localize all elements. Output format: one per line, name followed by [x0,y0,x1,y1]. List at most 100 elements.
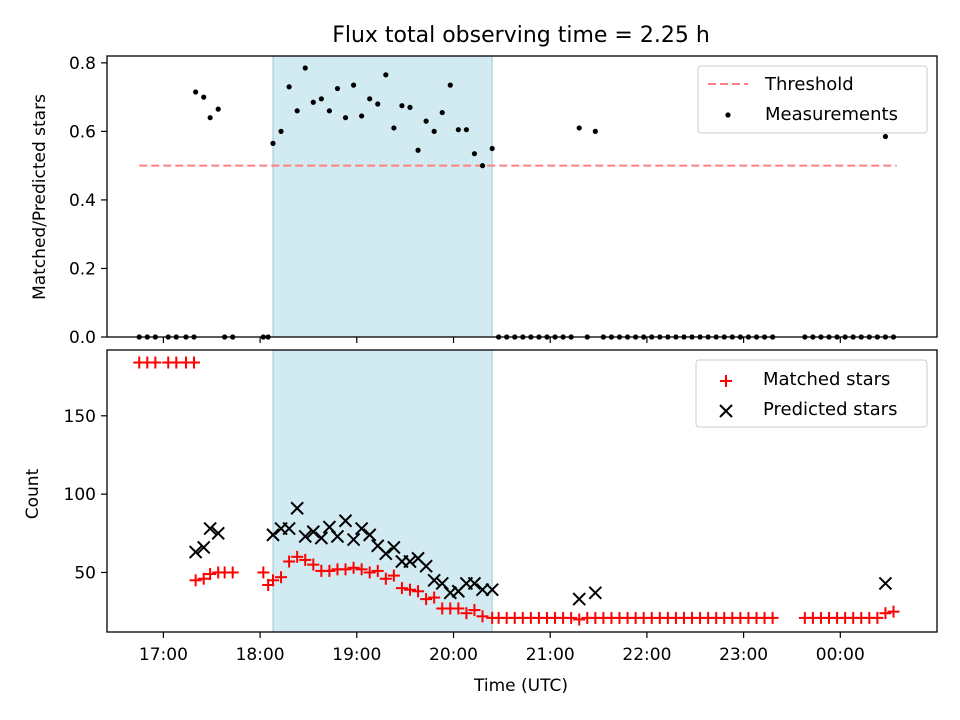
measurement-point [193,89,199,95]
y-tick-label: 0.6 [69,122,96,142]
threshold-legend-label: Threshold [764,74,854,95]
x-tick-label: 20:00 [429,645,478,665]
matched-star-point [476,610,489,623]
measurement-point [399,103,405,109]
measurements-legend-label: Measurements [765,104,898,125]
count-panel: 50 100 150 17:00 18:00 19:00 20:00 21:00 22:00 2… [23,349,938,696]
measurement-point [294,108,300,114]
matched-star-point [275,571,288,584]
measurement-point [592,128,598,134]
measurement-point [270,140,276,146]
matched-star-point [403,583,416,596]
x-tick-label: 18:00 [236,645,285,665]
x-tick-label: 17:00 [139,645,188,665]
matched-star-point [267,574,279,587]
predicted-star-point [211,526,225,541]
ratio-highlight-span [272,55,493,338]
predicted-star-point [306,525,320,539]
matched-star-point [452,602,465,615]
measurement-point [367,96,373,102]
predicted-star-point [298,529,312,544]
matched-star-point [257,566,270,579]
measurement-point [350,82,357,88]
measurement-point [201,94,207,100]
matched-star-point [339,563,352,576]
predicted-star-point [419,559,433,573]
matched-star-point [412,585,425,598]
predicted-star-point [290,501,304,515]
predicted-star-point [314,531,329,545]
measurement-point [882,133,889,140]
measurement-point [489,145,495,152]
predicted-star-point [188,545,203,559]
predicted-star-point [443,586,457,600]
measurement-point [302,65,308,71]
predicted-star-point [572,592,586,606]
count-axes-frame [106,349,938,633]
predicted-star-point [266,528,280,542]
matched-star-point [299,553,312,566]
predicted-star-point [467,576,482,591]
matched-star-point [188,356,201,369]
predicted-star-point [485,582,499,597]
x-tick-label: 22:00 [622,645,671,665]
matched-star-point [420,593,433,606]
matched-star-point [291,550,304,563]
y-tick-label: 0.0 [69,328,96,348]
measurement-point [286,84,292,90]
predicted-star-point [475,582,490,597]
ratio-y-axis-label: Matched/Predicted stars [30,94,50,300]
measurement-point [207,115,213,121]
measurements-legend-swatch [725,112,731,118]
measurement-point [359,113,365,119]
measurement-point [375,101,381,107]
matched-star-point [363,566,376,579]
matched-star-point [460,607,473,620]
measurement-point [383,72,389,78]
matched-legend-swatch [720,375,732,387]
predicted-star-point [338,514,353,528]
predicted-star-point [282,521,296,536]
matched-star-point [887,605,900,618]
matched-star-point [283,555,296,568]
count-highlight-span [272,349,493,633]
measurement-point [318,96,324,102]
predicted-star-point [878,576,893,591]
matched-star-point [355,563,368,576]
matched-star-point [379,572,392,585]
count-y-axis-label: Count [23,468,43,519]
predicted-star-point [588,586,603,600]
ratio-legend-box [697,65,928,134]
matched-star-point [226,566,239,579]
measurement-point [423,118,429,124]
measurement-point [334,85,341,92]
matched-star-point [573,613,586,626]
predicted-star-point [427,573,441,588]
measurement-point [479,163,486,169]
matched-star-point [468,604,481,617]
predicted-star-point [203,521,217,536]
measurement-point [407,104,413,111]
matched-star-point [428,591,441,604]
measurement-point [439,109,445,116]
ratio-legend: Threshold Measurements [697,65,928,134]
matched-star-point [307,558,320,571]
measurement-point [447,82,453,88]
predicted-star-point [346,532,361,547]
ratio-panel: 0.00.20.40.60.8 Matched/Predicted stars … [30,54,938,348]
y-tick-label: 150 [64,407,96,427]
predicted-legend-swatch [719,404,733,418]
predicted-legend-label: Predicted stars [763,399,897,420]
matched-star-point [204,568,217,581]
predicted-star-point [379,546,393,561]
measurement-point [471,151,478,157]
matched-star-point [871,611,884,624]
matched-star-point [149,356,162,369]
x-tick-label: 23:00 [719,645,768,665]
y-tick-label: 0.2 [69,259,96,279]
x-tick-label: 19:00 [332,645,381,665]
predicted-star-point [354,521,369,536]
matched-star-point [766,611,779,624]
measurement-point [415,147,421,153]
matched-star-point [347,561,360,574]
